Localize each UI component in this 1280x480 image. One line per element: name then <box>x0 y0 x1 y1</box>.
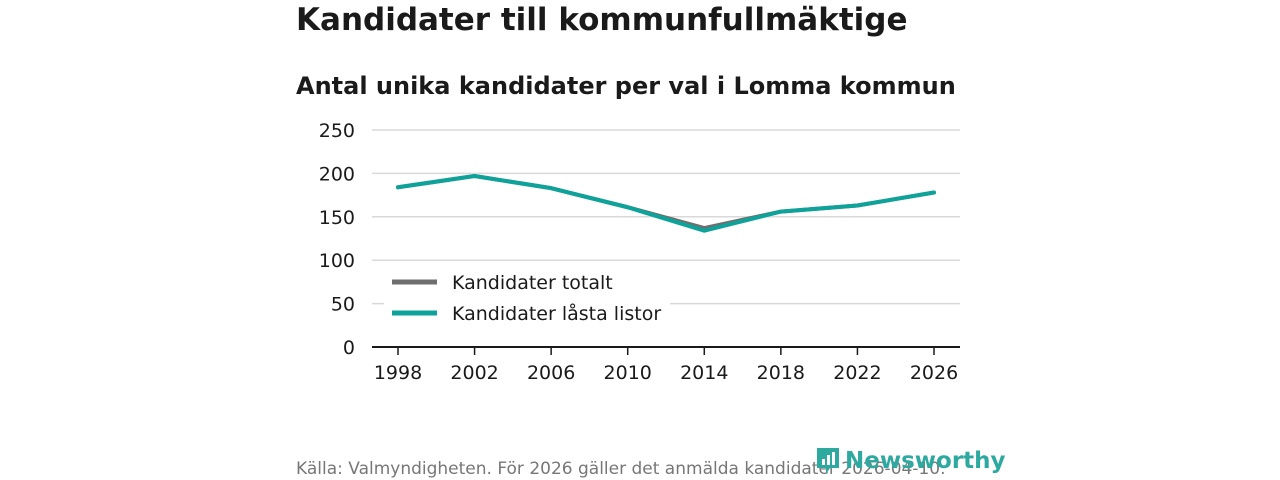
y-axis-ticks: 0 50 100 150 200 250 <box>319 120 355 359</box>
legend: Kandidater totalt Kandidater låsta listor <box>384 265 670 331</box>
x-tick-label-2006: 2006 <box>527 362 575 384</box>
y-tick-label-100: 100 <box>319 250 355 272</box>
source-note: Källa: Valmyndigheten. För 2026 gäller d… <box>296 459 946 479</box>
x-tick-label-2022: 2022 <box>833 362 881 384</box>
newsworthy-logo-icon <box>817 448 839 474</box>
legend-label-0: Kandidater totalt <box>452 272 613 294</box>
x-tick-label-1998: 1998 <box>374 362 422 384</box>
x-tick-label-2014: 2014 <box>680 362 728 384</box>
legend-label-1: Kandidater låsta listor <box>452 302 661 325</box>
newsworthy-logo: Newsworthy <box>815 446 1006 476</box>
chart-title: Kandidater till kommunfullmäktige <box>296 2 908 38</box>
series-lines <box>396 174 936 233</box>
y-tick-label-50: 50 <box>331 294 355 316</box>
newsworthy-logo-text: Newsworthy <box>845 448 1006 474</box>
line-chart: 0 50 100 150 200 250 1998 2002 2006 2010 2014 2018… <box>319 120 960 384</box>
y-tick-label-150: 150 <box>319 207 355 229</box>
x-tick-label-2018: 2018 <box>757 362 805 384</box>
y-tick-label-200: 200 <box>319 163 355 185</box>
x-tick-label-2010: 2010 <box>604 362 652 384</box>
chart-subtitle: Antal unika kandidater per val i Lomma k… <box>296 72 956 100</box>
series-line-1 <box>396 174 936 233</box>
x-tick-label-2002: 2002 <box>450 362 498 384</box>
x-tick-label-2026: 2026 <box>910 362 958 384</box>
legend-background <box>384 265 670 331</box>
x-axis-ticks: 1998 2002 2006 2010 2014 2018 2022 2026 <box>374 347 958 384</box>
y-tick-label-250: 250 <box>319 120 355 142</box>
y-tick-label-0: 0 <box>343 337 355 359</box>
